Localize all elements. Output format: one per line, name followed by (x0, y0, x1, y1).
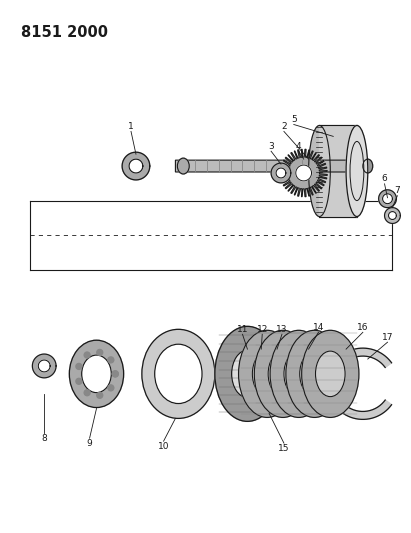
Text: 8: 8 (42, 434, 47, 443)
Ellipse shape (238, 330, 296, 417)
Text: 16: 16 (357, 323, 369, 332)
Text: 17: 17 (382, 333, 393, 342)
Ellipse shape (84, 390, 90, 395)
Text: 14: 14 (313, 323, 324, 332)
Polygon shape (388, 212, 396, 220)
Ellipse shape (300, 351, 329, 397)
Polygon shape (385, 208, 400, 223)
Ellipse shape (252, 351, 282, 397)
Text: 10: 10 (158, 442, 169, 450)
Text: 9: 9 (87, 439, 92, 448)
Text: 6: 6 (382, 174, 388, 183)
Ellipse shape (108, 357, 114, 363)
Text: 15: 15 (278, 443, 290, 453)
Ellipse shape (97, 392, 103, 398)
Ellipse shape (309, 125, 330, 216)
Ellipse shape (82, 355, 111, 393)
Ellipse shape (76, 364, 82, 369)
Ellipse shape (142, 329, 215, 418)
Polygon shape (38, 360, 50, 372)
Polygon shape (276, 168, 286, 178)
Ellipse shape (363, 159, 373, 173)
Polygon shape (296, 165, 312, 181)
Ellipse shape (76, 378, 82, 384)
Ellipse shape (268, 351, 298, 397)
Text: 8151 2000: 8151 2000 (21, 25, 108, 39)
Ellipse shape (108, 385, 114, 391)
Text: 3: 3 (268, 142, 274, 151)
Text: 4: 4 (296, 142, 302, 151)
Polygon shape (32, 354, 56, 378)
Ellipse shape (270, 330, 327, 417)
Text: 12: 12 (256, 325, 268, 334)
Text: 1: 1 (128, 122, 134, 131)
Ellipse shape (97, 350, 103, 356)
Polygon shape (383, 194, 393, 204)
Text: 11: 11 (237, 325, 248, 334)
Ellipse shape (84, 352, 90, 358)
FancyBboxPatch shape (175, 160, 368, 172)
Ellipse shape (215, 326, 280, 422)
Ellipse shape (254, 330, 312, 417)
Ellipse shape (155, 344, 202, 403)
Text: 2: 2 (281, 122, 287, 131)
Ellipse shape (112, 371, 118, 377)
Ellipse shape (316, 351, 345, 397)
Ellipse shape (346, 125, 368, 216)
Polygon shape (327, 348, 392, 419)
Polygon shape (271, 163, 291, 183)
Text: 13: 13 (276, 325, 288, 334)
Polygon shape (122, 152, 150, 180)
Ellipse shape (178, 158, 189, 174)
Ellipse shape (69, 340, 124, 408)
Ellipse shape (112, 371, 118, 377)
Text: 7: 7 (395, 187, 400, 195)
Text: 5: 5 (291, 115, 297, 124)
Polygon shape (129, 159, 143, 173)
Ellipse shape (232, 350, 263, 398)
Ellipse shape (284, 351, 314, 397)
Polygon shape (379, 190, 396, 208)
Ellipse shape (286, 330, 343, 417)
Ellipse shape (302, 330, 359, 417)
Polygon shape (280, 149, 327, 197)
